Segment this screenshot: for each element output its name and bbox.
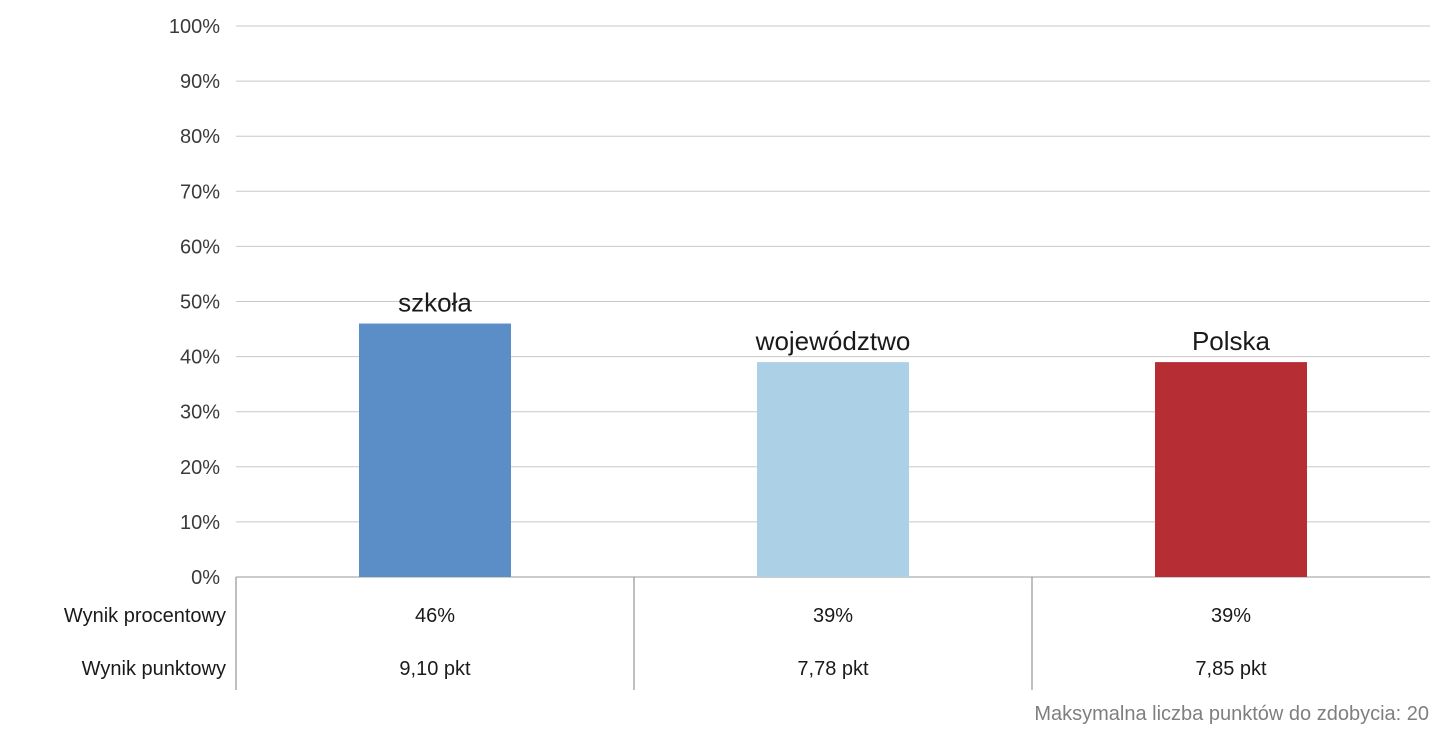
- y-tick-label: 50%: [180, 292, 220, 314]
- y-tick-label: 30%: [180, 402, 220, 424]
- bar-1: [359, 323, 511, 577]
- y-tick-label: 80%: [180, 126, 220, 148]
- y-tick-label: 60%: [180, 236, 220, 258]
- bar-label: szkoła: [398, 288, 472, 318]
- bar-label: Polska: [1192, 326, 1271, 356]
- table-row-header: Wynik procentowy: [64, 605, 226, 627]
- table-cell: 46%: [415, 605, 455, 627]
- footnote: Maksymalna liczba punktów do zdobycia: 2…: [1034, 703, 1429, 725]
- bar-label: województwo: [755, 326, 911, 356]
- table-cell: 9,10 pkt: [399, 658, 471, 680]
- table-cell: 7,85 pkt: [1195, 658, 1267, 680]
- bar-3: [1155, 362, 1307, 577]
- y-tick-label: 0%: [191, 567, 220, 589]
- y-tick-label: 70%: [180, 181, 220, 203]
- y-tick-label: 40%: [180, 347, 220, 369]
- table-cell: 39%: [1211, 605, 1251, 627]
- table-row-header: Wynik punktowy: [82, 658, 226, 680]
- y-tick-label: 90%: [180, 71, 220, 93]
- bar-2: [757, 362, 909, 577]
- table-cell: 39%: [813, 605, 853, 627]
- y-tick-label: 20%: [180, 457, 220, 479]
- y-tick-label: 10%: [180, 512, 220, 534]
- table-cell: 7,78 pkt: [797, 658, 869, 680]
- y-tick-label: 100%: [169, 16, 220, 38]
